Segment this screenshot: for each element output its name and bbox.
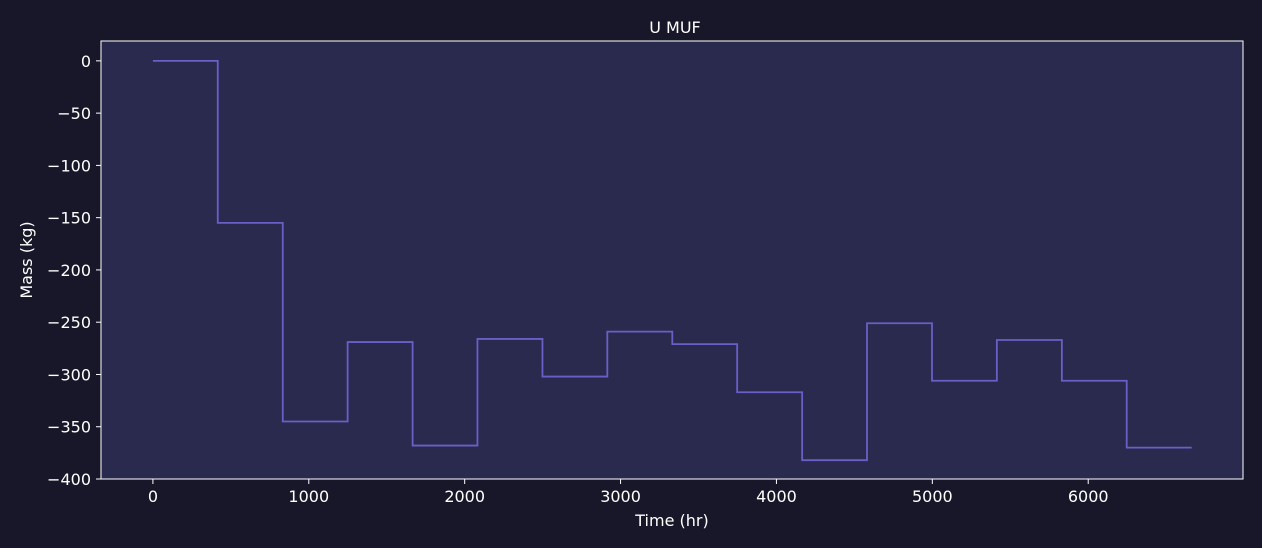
x-tick-label: 2000 xyxy=(444,487,485,506)
plot-frame xyxy=(100,40,1244,480)
x-tick-label: 4000 xyxy=(756,487,797,506)
x-tick-label: 6000 xyxy=(1068,487,1109,506)
y-tick-label: −300 xyxy=(47,365,91,384)
y-axis-label: Mass (kg) xyxy=(17,221,36,298)
y-tick-label: −250 xyxy=(47,313,91,332)
plot-area xyxy=(101,41,1243,479)
x-tick-label: 1000 xyxy=(288,487,329,506)
y-tick-label: 0 xyxy=(81,52,91,71)
series-layer xyxy=(152,59,1192,462)
y-tick-label: −400 xyxy=(47,470,91,489)
y-axis-ticks: 0 −50 −100 −150 −200 −250 −300 −350 −400 xyxy=(47,52,101,489)
x-axis-ticks: 0 1000 2000 3000 4000 5000 6000 xyxy=(148,479,1109,506)
y-tick-label: −200 xyxy=(47,261,91,280)
x-axis-label: Time (hr) xyxy=(634,511,708,530)
x-tick-label: 5000 xyxy=(912,487,953,506)
x-tick-label: 3000 xyxy=(600,487,641,506)
chart-title: U MUF xyxy=(649,18,701,37)
y-tick-label: −350 xyxy=(47,418,91,437)
y-tick-label: −150 xyxy=(47,209,91,228)
x-tick-label: 0 xyxy=(148,487,158,506)
series-line-0 xyxy=(152,59,1192,462)
y-tick-label: −50 xyxy=(57,104,91,123)
y-tick-label: −100 xyxy=(47,156,91,175)
